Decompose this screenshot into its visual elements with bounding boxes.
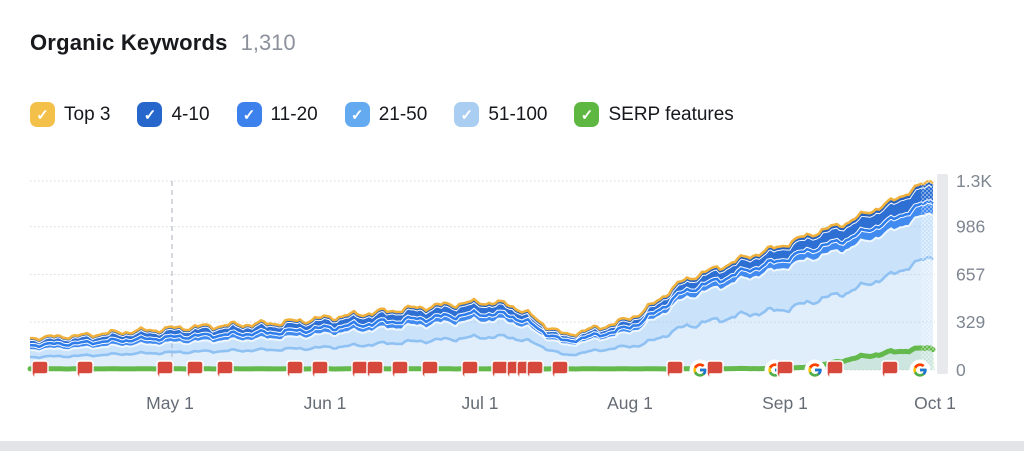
google-update-icon[interactable] bbox=[804, 359, 826, 381]
flag-icon bbox=[311, 360, 329, 381]
google-update-flag[interactable] bbox=[776, 360, 794, 381]
flag-icon bbox=[31, 360, 49, 381]
flag-icon bbox=[186, 360, 204, 381]
x-axis-label: Jun 1 bbox=[304, 393, 347, 413]
x-axis-label: Jul 1 bbox=[462, 393, 499, 413]
series-area-51-100[interactable] bbox=[30, 257, 933, 370]
filter-4-10[interactable]: ✓ 4-10 bbox=[137, 102, 210, 127]
google-update-flag[interactable] bbox=[76, 360, 94, 381]
google-update-flag[interactable] bbox=[421, 360, 439, 381]
google-update-flag[interactable] bbox=[706, 360, 724, 381]
series-area-serp-features[interactable] bbox=[30, 347, 935, 370]
filter-11-20[interactable]: ✓ 11-20 bbox=[236, 102, 318, 127]
google-update-flag[interactable] bbox=[216, 360, 234, 381]
google-update-flag[interactable] bbox=[311, 360, 329, 381]
filter-top-3[interactable]: ✓ Top 3 bbox=[30, 102, 110, 127]
checkbox-51-100-checked-icon[interactable]: ✓ bbox=[454, 102, 480, 127]
google-update-flag[interactable] bbox=[366, 360, 384, 381]
filter-label: SERP features bbox=[608, 103, 734, 125]
filter-51-100[interactable]: ✓ 51-100 bbox=[454, 102, 547, 127]
series-line-11-20[interactable] bbox=[29, 200, 934, 349]
range-filter-legend: ✓ Top 3 ✓ 4-10 ✓ 11-20 ✓ 21-50 ✓ 51-100 … bbox=[30, 102, 734, 127]
chart-right-bar bbox=[937, 174, 948, 374]
google-update-flag[interactable] bbox=[526, 360, 544, 381]
series-line-21-50[interactable] bbox=[29, 212, 934, 353]
filter-serp-features[interactable]: ✓ SERP features bbox=[574, 102, 734, 127]
flag-icon bbox=[526, 360, 544, 381]
google-update-flag[interactable] bbox=[826, 360, 844, 381]
filter-label: 11-20 bbox=[270, 103, 318, 125]
google-update-flag[interactable] bbox=[286, 360, 304, 381]
google-update-flag[interactable] bbox=[31, 360, 49, 381]
keywords-total-count: 1,310 bbox=[240, 30, 296, 55]
flag-icon bbox=[706, 360, 724, 381]
series-line-51-100[interactable] bbox=[30, 256, 934, 360]
y-axis-label: 1.3K bbox=[956, 171, 992, 191]
flag-icon bbox=[461, 360, 479, 381]
series-line-top-3[interactable] bbox=[29, 179, 934, 342]
x-axis-label: Oct 1 bbox=[914, 393, 956, 413]
google-update-icon[interactable] bbox=[689, 359, 711, 381]
flag-icon bbox=[776, 360, 794, 381]
flag-icon bbox=[76, 360, 94, 381]
flag-icon bbox=[551, 360, 569, 381]
google-update-flag[interactable] bbox=[391, 360, 409, 381]
flag-icon bbox=[156, 360, 174, 381]
google-update-flag[interactable] bbox=[351, 360, 369, 381]
flag-icon bbox=[366, 360, 384, 381]
filter-21-50[interactable]: ✓ 21-50 bbox=[344, 102, 428, 127]
y-axis-label: 986 bbox=[956, 217, 985, 237]
bottom-section-edge bbox=[0, 441, 1024, 451]
google-update-flag[interactable] bbox=[881, 360, 899, 381]
google-update-flag[interactable] bbox=[186, 360, 204, 381]
checkbox-4-10-checked-icon[interactable]: ✓ bbox=[137, 102, 163, 127]
series-area-21-50[interactable] bbox=[30, 213, 933, 358]
filter-label: Top 3 bbox=[64, 103, 111, 125]
flag-icon bbox=[351, 360, 369, 381]
filter-label: 21-50 bbox=[378, 103, 428, 125]
google-update-flag[interactable] bbox=[666, 360, 684, 381]
flag-icon bbox=[216, 360, 234, 381]
checkbox-top-3-checked-icon[interactable]: ✓ bbox=[30, 102, 55, 127]
y-axis-label: 657 bbox=[956, 264, 985, 284]
widget-header: Organic Keywords 1,310 bbox=[30, 30, 296, 56]
series-area-11-20[interactable] bbox=[30, 201, 933, 352]
flag-icon bbox=[881, 360, 899, 381]
flag-icon bbox=[491, 360, 509, 381]
flag-icon bbox=[286, 360, 304, 381]
google-update-flag[interactable] bbox=[491, 360, 509, 381]
google-update-flag[interactable] bbox=[156, 360, 174, 381]
x-axis-label: May 1 bbox=[146, 393, 194, 413]
checkbox-21-50-checked-icon[interactable]: ✓ bbox=[344, 102, 370, 127]
filter-label: 51-100 bbox=[488, 103, 548, 125]
widget-title: Organic Keywords bbox=[30, 30, 228, 55]
flag-icon bbox=[826, 360, 844, 381]
incomplete-period-hatch bbox=[921, 174, 935, 371]
checkbox-serp-features-checked-icon[interactable]: ✓ bbox=[574, 102, 600, 127]
flag-icon bbox=[666, 360, 684, 381]
x-axis-label: Sep 1 bbox=[762, 393, 808, 413]
google-update-icon[interactable] bbox=[909, 359, 931, 381]
flag-icon bbox=[391, 360, 409, 381]
x-axis-label: Aug 1 bbox=[607, 393, 653, 413]
filter-label: 4-10 bbox=[171, 103, 210, 125]
google-update-flag[interactable] bbox=[461, 360, 479, 381]
checkbox-11-20-checked-icon[interactable]: ✓ bbox=[236, 102, 262, 127]
flag-icon bbox=[421, 360, 439, 381]
y-axis-label: 329 bbox=[956, 312, 985, 332]
google-update-flag[interactable] bbox=[551, 360, 569, 381]
y-axis-label: 0 bbox=[956, 360, 966, 380]
